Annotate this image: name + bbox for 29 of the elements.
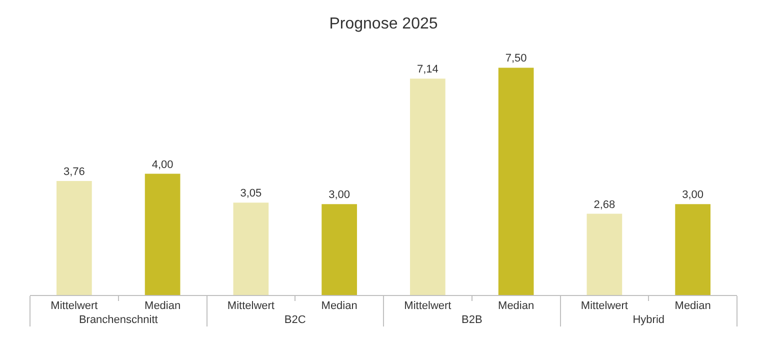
bar	[322, 204, 357, 295]
bar	[675, 204, 710, 295]
text: Median	[498, 300, 534, 312]
data-label: 3,00	[328, 189, 350, 202]
data-label: 3,05	[240, 188, 262, 200]
data-label: 3,76	[63, 166, 85, 178]
text: Median	[321, 300, 358, 312]
chart-title: Prognose 2025	[329, 16, 438, 33]
text: Mittelwert	[580, 300, 628, 312]
series-label: Mittelwert	[404, 300, 452, 312]
data-label: 4,00	[152, 158, 174, 171]
x-tick-label: B2B	[461, 314, 482, 326]
data-label: 3,00	[682, 189, 704, 202]
text: Median	[674, 300, 711, 312]
x-tick-label: Branchenschnitt	[78, 314, 158, 326]
data-label: 7,14	[416, 64, 438, 76]
text: Mittelwert	[50, 300, 98, 312]
x-tick-label: Hybrid	[632, 314, 665, 326]
data-label: 2,68	[594, 198, 616, 211]
bar	[410, 78, 446, 295]
text: Mittelwert	[227, 300, 274, 312]
series-label: Median	[144, 300, 181, 312]
bar	[498, 68, 534, 295]
bar	[56, 181, 92, 295]
bar	[233, 202, 269, 295]
bar	[586, 214, 622, 295]
data-label: 7,50	[505, 52, 527, 65]
bar	[144, 174, 180, 295]
x-tick-label: B2C	[284, 314, 306, 326]
